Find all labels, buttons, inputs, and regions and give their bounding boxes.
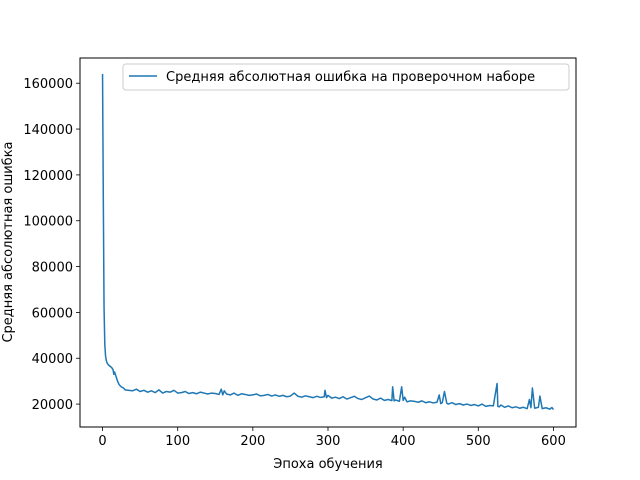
series-line-validation-mae xyxy=(101,74,555,411)
x-tick-label: 300 xyxy=(316,434,341,449)
x-axis-label: Эпоха обучения xyxy=(273,457,382,472)
legend-label: Средняя абсолютная ошибка на проверочном… xyxy=(166,70,535,85)
plot-area xyxy=(101,74,555,411)
y-tick-label: 20000 xyxy=(32,398,73,413)
y-tick-label: 120000 xyxy=(23,169,73,184)
y-tick-label: 100000 xyxy=(23,215,73,230)
x-tick-label: 0 xyxy=(98,434,106,449)
y-axis-label: Средняя абсолютная ошибка xyxy=(1,141,16,342)
x-tick-label: 200 xyxy=(240,434,265,449)
y-axis: 20000 40000 60000 80000 100000 120000 140000 16… xyxy=(23,77,80,413)
y-tick-label: 80000 xyxy=(32,261,73,276)
y-tick-label: 160000 xyxy=(23,77,73,92)
x-axis: 0 100 200 300 400 500 600 xyxy=(98,427,566,449)
y-tick-label: 140000 xyxy=(23,123,73,138)
x-tick-label: 400 xyxy=(391,434,416,449)
x-tick-label: 600 xyxy=(541,434,566,449)
x-tick-label: 100 xyxy=(165,434,190,449)
y-tick-label: 60000 xyxy=(32,306,73,321)
legend: Средняя абсолютная ошибка на проверочном… xyxy=(122,63,570,91)
legend-box xyxy=(122,63,570,91)
plot-frame xyxy=(79,57,577,428)
x-tick-label: 500 xyxy=(466,434,491,449)
y-tick-label: 40000 xyxy=(32,352,73,367)
